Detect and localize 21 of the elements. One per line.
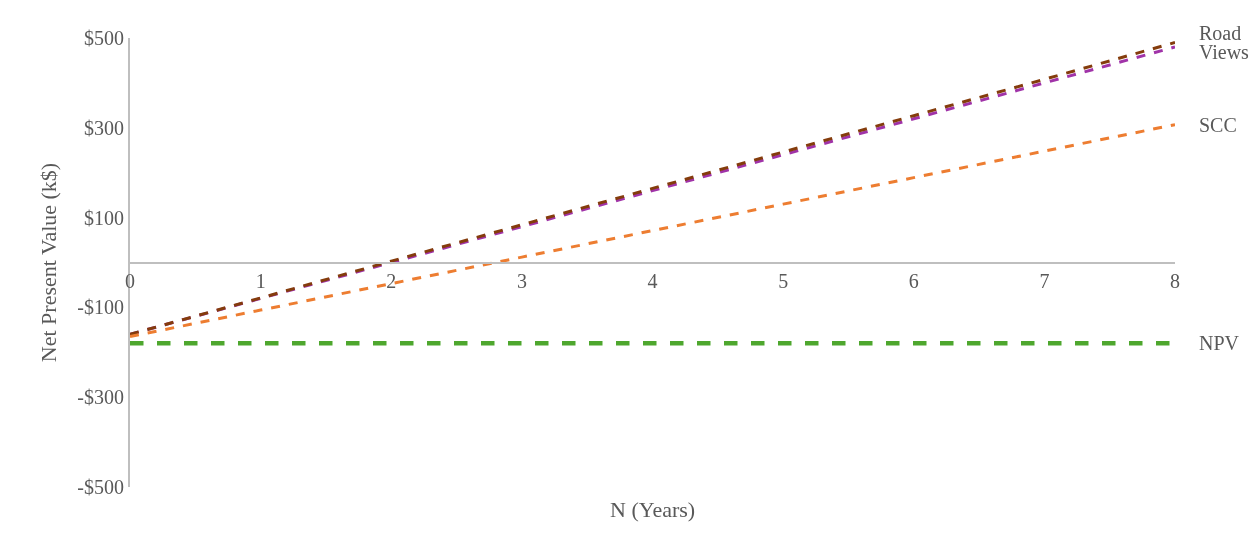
x-tick-label: 8 — [1170, 269, 1180, 292]
series-label: NPV — [1199, 332, 1240, 354]
y-tick-label: -$300 — [77, 386, 124, 409]
y-tick-label: -$100 — [77, 296, 124, 319]
x-axis-title: N (Years) — [610, 497, 696, 522]
x-tick-label: 4 — [647, 269, 658, 292]
series-label: Views — [1199, 41, 1250, 63]
y-tick-label: -$500 — [77, 476, 124, 498]
y-tick-label: $100 — [84, 206, 124, 229]
y-axis-title: Net Present Value (k$) — [35, 162, 61, 363]
series-label: SCC — [1199, 114, 1237, 136]
x-tick-label: 6 — [908, 269, 919, 292]
x-tick-label: 0 — [125, 269, 135, 292]
y-tick-label: $500 — [84, 27, 124, 49]
y-tick-label: $300 — [84, 116, 124, 139]
x-tick-label: 2 — [386, 269, 397, 292]
x-tick-label: 1 — [255, 269, 266, 292]
x-tick-label: 5 — [778, 269, 789, 292]
series-label: Road — [1199, 22, 1242, 44]
x-tick-label: 3 — [516, 269, 527, 292]
x-tick-label: 7 — [1039, 269, 1050, 292]
